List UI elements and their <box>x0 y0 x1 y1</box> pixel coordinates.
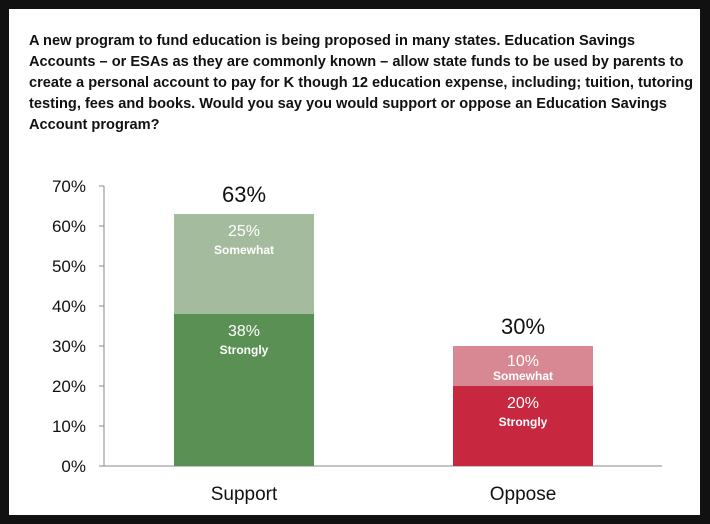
bar-segment-support-somewhat <box>174 214 314 314</box>
survey-question: A new program to fund education is being… <box>29 33 694 133</box>
segment-category-label: Strongly <box>499 415 548 429</box>
bar-total-label: 63% <box>222 182 266 207</box>
y-tick-label: 20% <box>52 377 86 396</box>
y-tick-label: 40% <box>52 297 86 316</box>
x-category-label: Oppose <box>490 484 557 505</box>
bar-segment-support-strongly <box>174 314 314 466</box>
segment-category-label: Somewhat <box>493 369 553 383</box>
y-tick-label: 10% <box>52 417 86 436</box>
segment-category-label: Somewhat <box>214 243 274 257</box>
y-tick-label: 0% <box>61 457 86 476</box>
bar-total-label: 30% <box>501 314 545 339</box>
y-tick-label: 30% <box>52 337 86 356</box>
segment-value-label: 20% <box>507 395 539 412</box>
y-tick-label: 60% <box>52 217 86 236</box>
x-category-label: Support <box>211 484 278 505</box>
y-tick-label: 70% <box>52 177 86 196</box>
segment-value-label: 38% <box>228 323 260 340</box>
bar-segment-oppose-strongly <box>453 386 593 466</box>
bar-segment-oppose-somewhat <box>453 346 593 386</box>
y-tick-label: 50% <box>52 257 86 276</box>
segment-value-label: 25% <box>228 223 260 240</box>
segment-category-label: Strongly <box>220 343 269 357</box>
segment-value-label: 10% <box>507 353 539 370</box>
